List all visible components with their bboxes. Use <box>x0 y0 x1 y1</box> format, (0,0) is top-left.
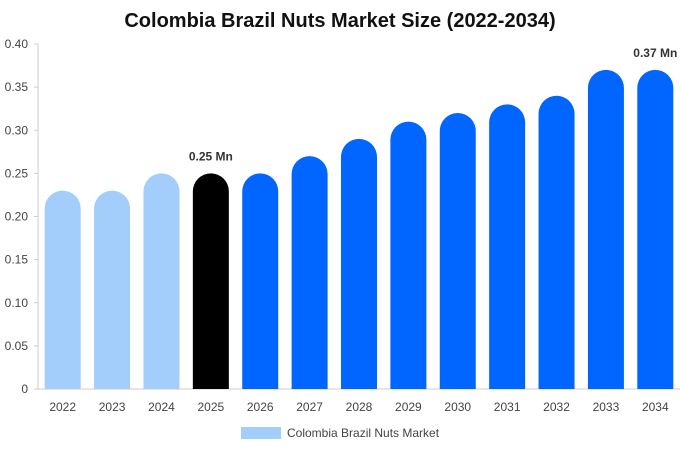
x-tick-label: 2029 <box>395 400 422 414</box>
x-tick-label: 2026 <box>247 400 274 414</box>
data-label-2034: 0.37 Mn <box>633 46 677 60</box>
bar-2029[interactable] <box>390 121 427 389</box>
chart-title: Colombia Brazil Nuts Market Size (2022-2… <box>124 10 555 32</box>
bar-series <box>44 69 674 389</box>
bar-2022[interactable] <box>44 190 81 389</box>
x-tick-label: 2024 <box>148 400 175 414</box>
x-tick-label: 2033 <box>593 400 620 414</box>
data-label-2025: 0.25 Mn <box>189 149 233 163</box>
y-tick-label: 0.35 <box>5 80 29 94</box>
x-tick-label: 2027 <box>296 400 323 414</box>
x-tick-label: 2034 <box>642 400 669 414</box>
y-tick-label: 0.05 <box>5 339 29 353</box>
legend-label[interactable]: Colombia Brazil Nuts Market <box>287 426 440 440</box>
x-axis: 2022 2023 2024 2025 2026 2027 2028 2029 2030 2031… <box>38 388 680 414</box>
y-tick-label: 0.20 <box>5 210 29 224</box>
bar-2033[interactable] <box>587 69 624 389</box>
x-tick-label: 2030 <box>444 400 471 414</box>
bar-2024[interactable] <box>143 173 180 389</box>
bar-2030[interactable] <box>439 113 476 389</box>
bar-2032[interactable] <box>538 95 575 389</box>
x-tick-label: 2023 <box>99 400 126 414</box>
y-tick-label: 0.15 <box>5 253 29 267</box>
bar-2026[interactable] <box>242 173 279 389</box>
y-tick-label: 0.10 <box>5 296 29 310</box>
x-tick-label: 2022 <box>49 400 76 414</box>
x-tick-label: 2025 <box>197 400 224 414</box>
bar-2025[interactable] <box>192 173 229 389</box>
x-tick-label: 2028 <box>346 400 373 414</box>
x-tick-label: 2032 <box>543 400 570 414</box>
bar-2034[interactable] <box>637 69 674 389</box>
bar-2031[interactable] <box>489 104 526 389</box>
data-labels: 0.25 Mn 0.37 Mn <box>189 46 677 164</box>
bar-2023[interactable] <box>94 190 131 389</box>
y-tick-label: 0.30 <box>5 123 29 137</box>
y-tick-label: 0.40 <box>5 37 29 51</box>
legend[interactable]: Colombia Brazil Nuts Market <box>241 426 440 440</box>
x-tick-label: 2031 <box>494 400 521 414</box>
bar-2027[interactable] <box>291 156 328 389</box>
y-tick-label: 0 <box>21 382 28 396</box>
y-axis: 0 0.05 0.10 0.15 0.20 0.25 0.30 0.35 0.40 <box>5 37 39 396</box>
y-tick-label: 0.25 <box>5 166 29 180</box>
legend-swatch[interactable] <box>241 427 281 439</box>
bar-2028[interactable] <box>341 138 377 389</box>
